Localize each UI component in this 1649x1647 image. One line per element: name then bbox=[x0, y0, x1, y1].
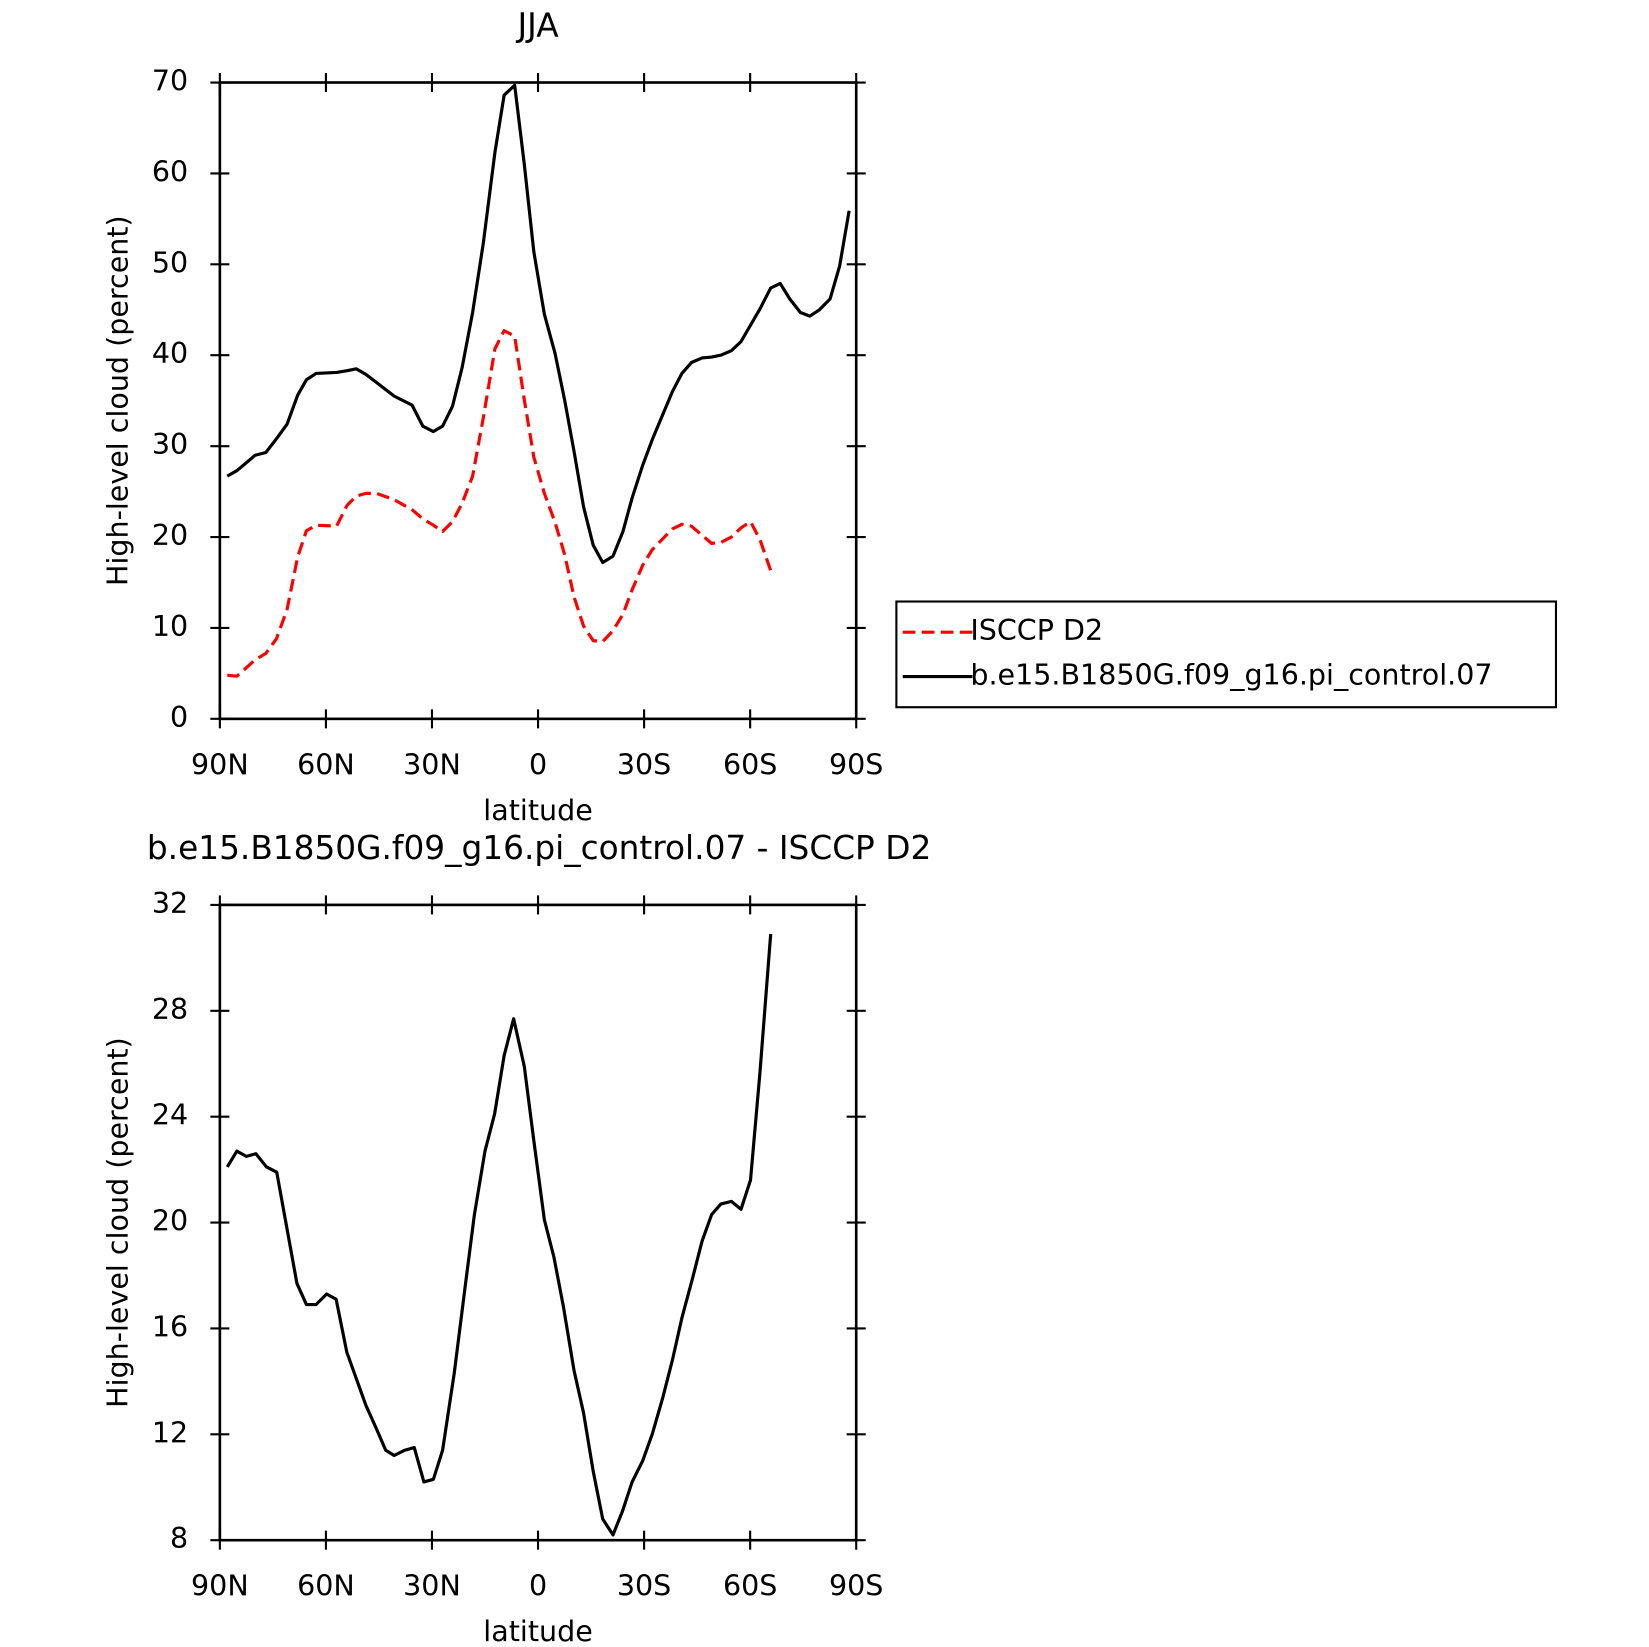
y-tick-label: 0 bbox=[170, 701, 188, 734]
x-tick-label: 90S bbox=[829, 748, 883, 781]
x-tick-label: 60N bbox=[297, 748, 355, 781]
y-tick-label: 28 bbox=[152, 993, 188, 1026]
x-axis-label: latitude bbox=[483, 794, 592, 827]
plot-frame bbox=[218, 81, 858, 721]
chart-title: b.e15.B1850G.f09_g16.pi_control.07 - ISC… bbox=[147, 829, 931, 867]
legend-box bbox=[895, 600, 1558, 709]
x-tick-label: 30N bbox=[403, 1570, 461, 1603]
x-tick-label: 0 bbox=[529, 1570, 547, 1603]
x-tick-label: 90N bbox=[191, 1570, 249, 1603]
x-tick-label: 0 bbox=[529, 748, 547, 781]
y-axis-label: High-level cloud (percent) bbox=[101, 215, 134, 586]
y-tick-label: 32 bbox=[152, 887, 188, 920]
x-tick-label: 30N bbox=[403, 748, 461, 781]
x-tick-label: 60N bbox=[297, 1570, 355, 1603]
legend-label: ISCCP D2 bbox=[970, 614, 1103, 647]
x-tick-label: 90N bbox=[191, 748, 249, 781]
y-tick-label: 20 bbox=[152, 519, 188, 552]
y-tick-label: 50 bbox=[152, 246, 188, 279]
y-tick-label: 30 bbox=[152, 428, 188, 461]
y-tick-label: 70 bbox=[152, 65, 188, 98]
y-axis-label: High-level cloud (percent) bbox=[101, 1037, 134, 1408]
x-axis-label: latitude bbox=[483, 1615, 592, 1647]
x-tick-label: 60S bbox=[723, 1570, 777, 1603]
x-tick-label: 30S bbox=[617, 1570, 671, 1603]
data-line bbox=[226, 83, 851, 565]
chart-title: JJA bbox=[515, 7, 559, 45]
y-tick-label: 40 bbox=[152, 337, 188, 370]
legend-label: b.e15.B1850G.f09_g16.pi_control.07 bbox=[970, 659, 1492, 692]
y-tick-label: 60 bbox=[152, 155, 188, 188]
y-tick-label: 16 bbox=[152, 1310, 188, 1343]
data-line bbox=[227, 329, 773, 678]
x-tick-label: 60S bbox=[723, 748, 777, 781]
x-tick-label: 90S bbox=[829, 1570, 883, 1603]
y-tick-label: 20 bbox=[152, 1205, 188, 1238]
y-tick-label: 10 bbox=[152, 610, 188, 643]
y-tick-label: 24 bbox=[152, 1099, 188, 1132]
x-tick-label: 30S bbox=[617, 748, 671, 781]
plot-frame bbox=[218, 903, 858, 1542]
y-tick-label: 8 bbox=[170, 1522, 188, 1555]
data-line bbox=[225, 933, 773, 1537]
y-tick-label: 12 bbox=[152, 1416, 188, 1449]
